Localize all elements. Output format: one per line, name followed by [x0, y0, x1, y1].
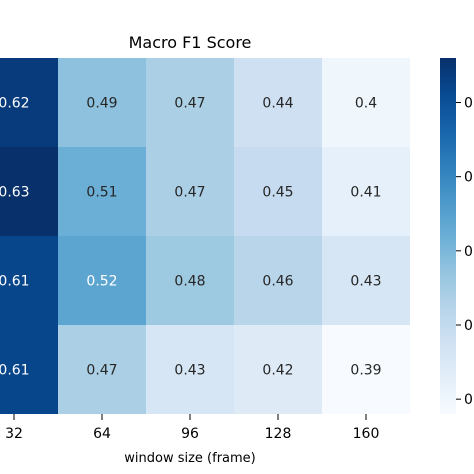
heatmap-cell — [0, 58, 58, 147]
cell-value-label: 0.43 — [350, 274, 381, 290]
cell-value-label: 0.47 — [174, 96, 205, 112]
cell-value-label: 0.47 — [86, 363, 117, 379]
heatmap-cell — [58, 236, 146, 325]
x-tick-label: 128 — [265, 426, 292, 442]
cell-value-label: 0.47 — [174, 185, 205, 201]
cell-value-label: 0.43 — [174, 363, 205, 379]
x-tick-label: 96 — [181, 426, 199, 442]
heatmap-cell — [234, 236, 322, 325]
heatmap-cell — [322, 147, 410, 236]
cell-value-label: 0.61 — [0, 363, 30, 379]
colorbar-ticks: 0 0 0 0 0 — [456, 96, 473, 408]
cell-value-label: 0.51 — [86, 185, 117, 201]
cell-value-label: 0.61 — [0, 274, 30, 290]
colorbar-tick-label: 0 — [464, 244, 473, 260]
chart-title: Macro F1 Score — [129, 33, 252, 52]
heatmap-cell — [58, 58, 146, 147]
heatmap-cell — [234, 147, 322, 236]
x-axis-label: window size (frame) — [124, 451, 256, 466]
cell-value-label: 0.45 — [262, 185, 293, 201]
heatmap-cell — [58, 325, 146, 414]
cell-value-label: 0.63 — [0, 185, 30, 201]
heatmap-cell — [146, 236, 234, 325]
heatmap-cells: 0.62 0.49 0.47 0.44 0.4 0.63 0.51 0.47 0.45 0.41 0… — [0, 58, 410, 414]
cell-value-label: 0.52 — [86, 274, 117, 290]
heatmap-cell — [146, 58, 234, 147]
heatmap-cell — [0, 236, 58, 325]
heatmap-cell — [146, 147, 234, 236]
heatmap-cell — [322, 58, 410, 147]
cell-value-label: 0.49 — [86, 96, 117, 112]
heatmap-cell — [322, 236, 410, 325]
colorbar-tick-label: 0 — [464, 392, 473, 408]
heatmap-cell — [234, 58, 322, 147]
cell-value-label: 0.39 — [350, 363, 381, 379]
colorbar-tick-label: 0 — [464, 318, 473, 334]
cell-value-label: 0.42 — [262, 363, 293, 379]
cell-value-label: 0.46 — [262, 274, 293, 290]
heatmap-cell — [58, 147, 146, 236]
x-tick-label: 32 — [5, 426, 23, 442]
heatmap-cell — [146, 325, 234, 414]
cell-value-label: 0.41 — [350, 185, 381, 201]
cell-value-label: 0.44 — [262, 96, 293, 112]
heatmap-cell — [322, 325, 410, 414]
colorbar-tick-label: 0 — [464, 170, 473, 186]
colorbar-tick-label: 0 — [464, 96, 473, 112]
heatmap-cell — [0, 325, 58, 414]
cell-value-label: 0.4 — [355, 96, 377, 112]
x-axis: 32 64 96 128 160 — [5, 414, 379, 442]
x-tick-label: 64 — [93, 426, 111, 442]
cell-value-label: 0.48 — [174, 274, 205, 290]
x-tick-label: 160 — [353, 426, 380, 442]
heatmap-cell — [0, 147, 58, 236]
colorbar — [440, 58, 456, 414]
cell-value-label: 0.62 — [0, 96, 30, 112]
heatmap-cell — [234, 325, 322, 414]
